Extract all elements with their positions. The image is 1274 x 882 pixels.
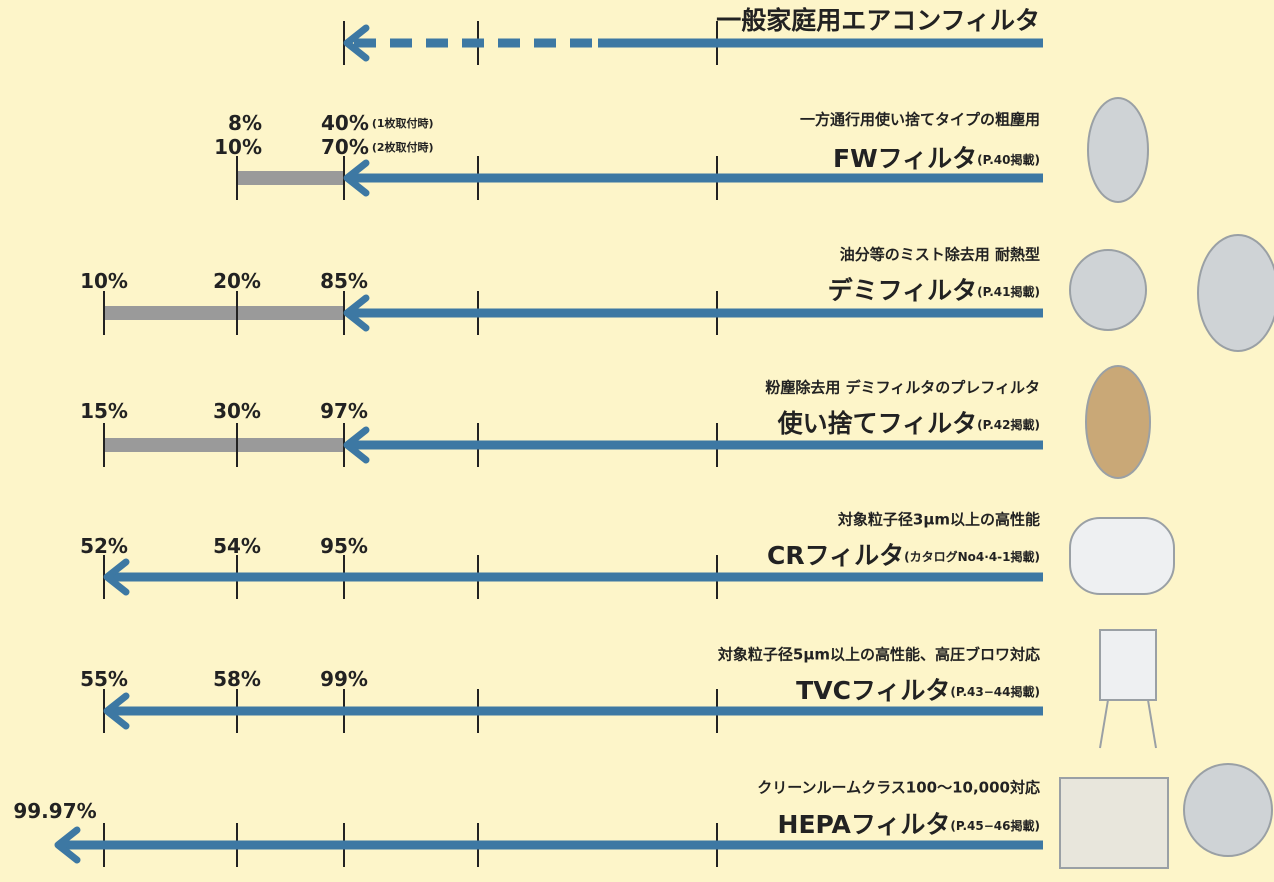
- efficiency-value: 99%: [320, 667, 368, 691]
- filter-ref: (カタログNo4·4-1掲載): [904, 549, 1040, 564]
- filter-title: 一般家庭用エアコンフィルタ: [716, 6, 1040, 35]
- filter-name: FWフィルタ: [833, 144, 977, 173]
- filter-ref: (P.45−46掲載): [950, 818, 1040, 833]
- fw-image: [1088, 98, 1148, 202]
- filter-ref: (P.41掲載): [977, 284, 1040, 299]
- efficiency-label: 20%: [213, 269, 261, 293]
- filter-name: HEPAフィルタ: [778, 810, 951, 839]
- efficiency-label: 10%: [80, 269, 128, 293]
- efficiency-label: 52%: [80, 534, 128, 558]
- efficiency-value: 55%: [80, 667, 128, 691]
- efficiency-label: 54%: [213, 534, 261, 558]
- filter-name: デミフィルタ: [828, 276, 978, 305]
- cr-image: [1070, 518, 1174, 594]
- efficiency-label: 99%: [320, 667, 368, 691]
- hepa-image: [1060, 778, 1168, 868]
- filter-subtitle: 対象粒子径3μm以上の高性能: [837, 511, 1040, 529]
- filter-subtitle: 一方通行用使い捨てタイプの粗塵用: [800, 111, 1040, 129]
- efficiency-label: 55%: [80, 667, 128, 691]
- efficiency-label: 95%: [320, 534, 368, 558]
- efficiency-label: 97%: [320, 399, 368, 423]
- efficiency-note: (2枚取付時): [372, 140, 434, 154]
- efficiency-value: 54%: [213, 534, 261, 558]
- efficiency-value: 20%: [213, 269, 261, 293]
- demi-image: [1070, 250, 1146, 330]
- hepa-image-2: [1184, 764, 1272, 856]
- efficiency-label: 15%: [80, 399, 128, 423]
- filter-name: 使い捨てフィルタ: [777, 409, 978, 438]
- efficiency-value: 10%: [214, 135, 262, 159]
- efficiency-value: 97%: [320, 399, 368, 423]
- efficiency-value: 40%: [321, 111, 369, 135]
- filter-name: CRフィルタ: [767, 541, 904, 570]
- efficiency-value: 95%: [320, 534, 368, 558]
- efficiency-note: (1枚取付時): [372, 116, 434, 130]
- efficiency-value: 99.97%: [13, 799, 96, 823]
- efficiency-label: 85%: [320, 269, 368, 293]
- tvc-image: [1100, 630, 1156, 700]
- efficiency-value: 58%: [213, 667, 261, 691]
- efficiency-value: 30%: [213, 399, 261, 423]
- demi-image-2: [1198, 235, 1274, 351]
- diagram: 一般家庭用エアコンフィルタ一方通行用使い捨てタイプの粗塵用 FWフィルタ(P.40…: [0, 0, 1274, 882]
- efficiency-value: 85%: [320, 269, 368, 293]
- efficiency-label: 10%: [214, 135, 262, 159]
- filter-subtitle: 対象粒子径5μm以上の高性能、高圧ブロワ対応: [717, 646, 1040, 664]
- filter-subtitle: 油分等のミスト除去用 耐熱型: [840, 246, 1040, 264]
- efficiency-label: 99.97%: [13, 799, 96, 823]
- efficiency-value: 52%: [80, 534, 128, 558]
- disposable-image: [1086, 366, 1150, 478]
- efficiency-value: 70%: [321, 135, 369, 159]
- efficiency-label: 30%: [213, 399, 261, 423]
- efficiency-value: 15%: [80, 399, 128, 423]
- efficiency-label: 58%: [213, 667, 261, 691]
- filter-ref: (P.40掲載): [977, 152, 1040, 167]
- filter-name: 一般家庭用エアコンフィルタ: [716, 6, 1040, 35]
- filter-subtitle: 粉塵除去用 デミフィルタのプレフィルタ: [765, 379, 1040, 397]
- filter-name: TVCフィルタ: [796, 676, 950, 705]
- efficiency-value: 10%: [80, 269, 128, 293]
- efficiency-label: 8%: [228, 111, 262, 135]
- filter-subtitle: クリーンルームクラス100〜10,000対応: [757, 779, 1040, 797]
- efficiency-value: 8%: [228, 111, 262, 135]
- filter-ref: (P.42掲載): [977, 417, 1040, 432]
- filter-ref: (P.43−44掲載): [950, 684, 1040, 699]
